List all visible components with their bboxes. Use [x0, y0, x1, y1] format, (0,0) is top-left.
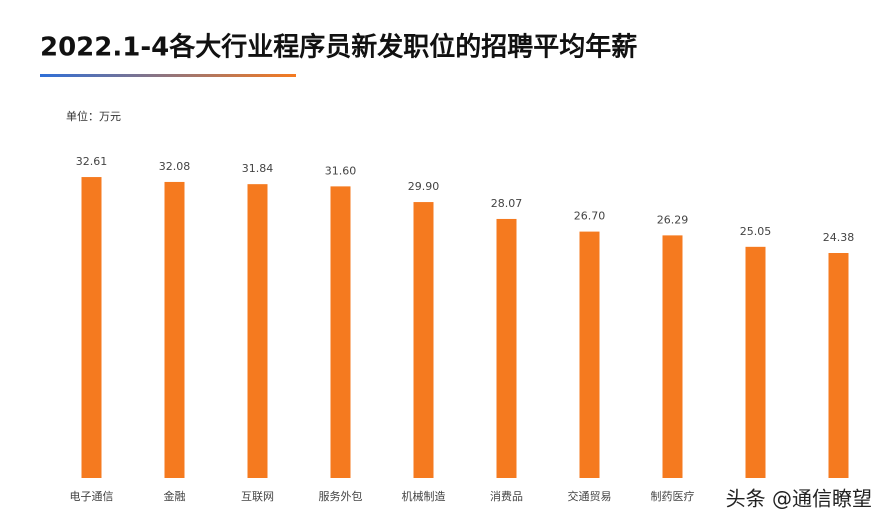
- bar: [81, 177, 102, 479]
- value-label: 25.05: [740, 225, 772, 238]
- title-underline: [40, 74, 296, 77]
- bar: [330, 186, 351, 478]
- bar: [745, 246, 766, 478]
- value-label: 32.08: [159, 160, 191, 173]
- x-tick-label: 机械制造: [402, 489, 446, 503]
- unit-label: 单位：万元: [66, 109, 121, 123]
- x-tick-label: 服务外包: [319, 490, 363, 503]
- bar: [247, 184, 268, 478]
- x-tick-label: 消费品: [490, 489, 523, 503]
- x-tick-label: 互联网: [241, 490, 274, 503]
- value-label: 31.84: [242, 162, 274, 175]
- chart-title: 2022.1-4各大行业程序员新发职位的招聘平均年薪: [40, 32, 637, 63]
- value-label: 29.90: [408, 180, 440, 193]
- bar: [164, 181, 185, 478]
- value-label: 31.60: [325, 164, 357, 177]
- value-label: 26.70: [574, 210, 606, 223]
- bar: [413, 202, 434, 478]
- bar: [579, 231, 600, 478]
- x-tick-label: 金融: [164, 489, 186, 503]
- value-label: 32.61: [76, 155, 108, 168]
- x-tick-label: 交通贸易: [568, 489, 612, 503]
- watermark: 头条 @通信瞭望: [726, 487, 872, 511]
- value-label: 28.07: [491, 197, 523, 210]
- value-label: 26.29: [657, 213, 689, 226]
- bar: [496, 218, 517, 479]
- bar: [662, 235, 683, 478]
- value-label: 24.38: [823, 231, 855, 244]
- x-tick-label: 制药医疗: [651, 489, 695, 503]
- bar: [828, 253, 849, 478]
- x-tick-label: 电子通信: [70, 490, 114, 503]
